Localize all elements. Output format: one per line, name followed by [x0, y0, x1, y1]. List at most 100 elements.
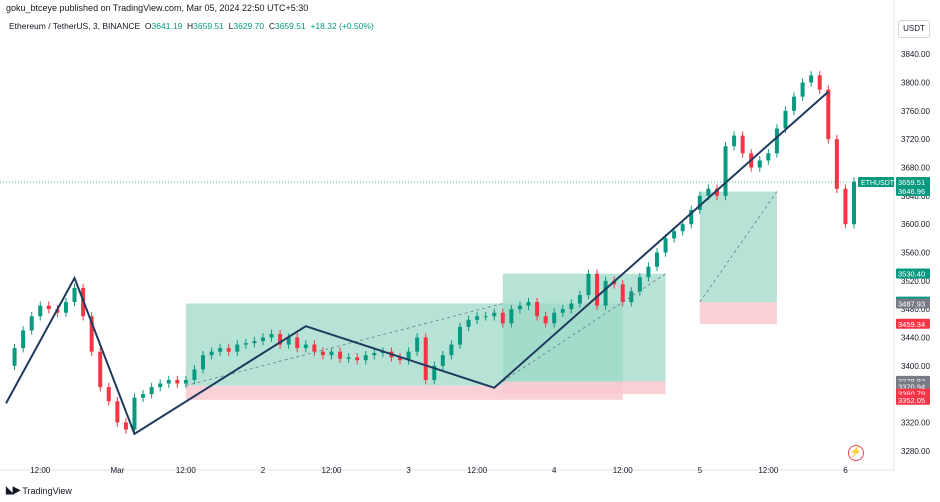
- candle-body-33: [286, 337, 291, 345]
- candle-body-36: [312, 344, 317, 352]
- candle-body-1: [12, 348, 17, 366]
- x-tick-label: 4: [552, 466, 557, 475]
- candle-body-97: [834, 139, 839, 189]
- y-tick-label: 3560.00: [901, 249, 930, 258]
- candle-body-86: [740, 135, 745, 154]
- candle-body-24: [209, 351, 214, 356]
- candle-body-28: [243, 343, 248, 345]
- y-tick-label: 3600.00: [901, 220, 930, 229]
- price-tag-2: [896, 268, 930, 279]
- candle-body-43: [372, 353, 377, 356]
- price-tag-value-2: 3530.40: [898, 269, 925, 278]
- candle-body-17: [149, 387, 154, 395]
- candle-body-84: [723, 146, 728, 196]
- candle-body-59: [509, 309, 514, 324]
- x-tick-label: 12:00: [321, 466, 342, 475]
- close-label: C: [268, 21, 275, 31]
- x-tick-label: 3: [406, 466, 411, 475]
- candle-body-54: [466, 319, 471, 327]
- publisher-line: goku_btceye published on TradingView.com…: [6, 3, 309, 13]
- x-tick-label: 12:00: [758, 466, 779, 475]
- price-tag-value-5: 3459.34: [898, 320, 925, 329]
- candle-body-34: [295, 337, 300, 349]
- symbol-info: Ethereum / TetherUS, 3, BINANCE O3641.19…: [9, 21, 374, 31]
- projection-line-2: [502, 273, 666, 382]
- candle-body-42: [363, 355, 368, 361]
- lightning-icon[interactable]: ⚡: [848, 445, 864, 461]
- candle-body-35: [303, 344, 308, 349]
- candle-body-92: [792, 96, 797, 111]
- candle-body-93: [800, 82, 805, 97]
- candle-body-27: [235, 344, 240, 352]
- candle-body-98: [843, 188, 848, 225]
- candle-body-60: [517, 305, 522, 310]
- candle-body-79: [680, 224, 685, 232]
- brand-name: TradingView: [22, 485, 72, 496]
- candle-body-51: [440, 355, 445, 366]
- x-tick-label: 12:00: [30, 466, 51, 475]
- symbol-name: Ethereum / TetherUS, 3, BINANCE: [9, 21, 141, 31]
- x-tick-label: 5: [698, 466, 703, 475]
- projection-line-1: [185, 303, 503, 387]
- candle-body-67: [577, 295, 582, 304]
- candle-body-63: [543, 316, 548, 324]
- candle-body-3: [29, 316, 34, 331]
- projection-line-3: [699, 191, 778, 303]
- y-tick-label: 3400.00: [901, 362, 930, 371]
- candle-body-18: [158, 383, 163, 388]
- change-value: +18.32 (+0.50%): [310, 21, 374, 31]
- candle-body-62: [535, 302, 540, 317]
- high-label: H: [187, 21, 194, 31]
- candle-body-47: [406, 351, 411, 361]
- high-value: 3659.51: [193, 21, 224, 31]
- candle-body-25: [218, 348, 223, 352]
- candle-body-78: [672, 231, 677, 239]
- y-tick-label: 3320.00: [901, 419, 930, 428]
- y-tick-label: 3840.00: [901, 50, 930, 59]
- candle-body-66: [569, 303, 574, 310]
- candle-body-38: [329, 351, 334, 356]
- price-tag-value-7: 3370.94: [898, 382, 925, 391]
- candle-body-80: [689, 210, 694, 225]
- candle-body-39: [338, 351, 343, 359]
- candle-body-74: [637, 277, 642, 292]
- candle-body-99: [852, 181, 856, 225]
- candle-body-37: [320, 351, 325, 356]
- candle-body-94: [809, 75, 814, 83]
- x-tick-label: 12:00: [613, 466, 634, 475]
- candle-body-7: [63, 302, 68, 313]
- price-tag-5: [896, 318, 930, 329]
- candle-body-69: [595, 273, 600, 306]
- candle-body-90: [774, 128, 779, 154]
- price-tag-value-9: 3352.05: [898, 396, 925, 405]
- currency-button[interactable]: USDT: [898, 20, 930, 38]
- candle-body-21: [183, 380, 188, 384]
- candle-body-68: [586, 273, 591, 295]
- candle-body-88: [757, 160, 762, 168]
- candle-body-49: [423, 337, 428, 380]
- x-tick-label: 12:00: [176, 466, 197, 475]
- candle-body-89: [766, 153, 771, 161]
- candle-body-91: [783, 110, 788, 129]
- open-label: O: [144, 21, 152, 31]
- candle-body-96: [826, 89, 831, 140]
- candle-body-81: [697, 195, 702, 210]
- candle-body-50: [432, 365, 437, 380]
- y-tick-label: 3480.00: [901, 305, 930, 314]
- candle-body-82: [706, 188, 711, 196]
- price-tag-value-4: 3487.93: [898, 300, 925, 309]
- y-tick-label: 3640.00: [901, 192, 930, 201]
- x-tick-label: 12:00: [467, 466, 488, 475]
- candle-body-85: [732, 135, 737, 147]
- candle-body-20: [175, 380, 180, 384]
- open-value: 3641.19: [151, 21, 183, 31]
- candle-body-22: [192, 369, 197, 380]
- candle-body-30: [260, 337, 265, 342]
- candle-body-77: [663, 238, 668, 253]
- candle-body-57: [492, 312, 497, 317]
- candle-body-26: [226, 348, 231, 352]
- low-value: 3629.70: [233, 21, 265, 31]
- candle-body-64: [552, 312, 557, 324]
- candle-body-16: [141, 394, 146, 398]
